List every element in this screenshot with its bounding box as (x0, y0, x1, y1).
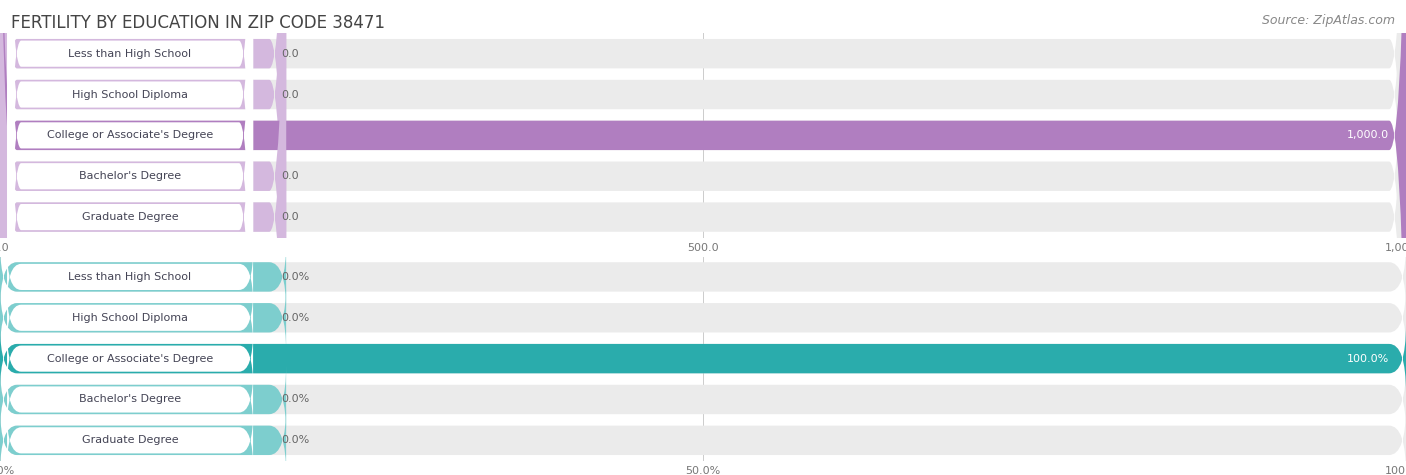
Text: High School Diploma: High School Diploma (72, 89, 188, 100)
Text: College or Associate's Degree: College or Associate's Degree (46, 353, 214, 364)
FancyBboxPatch shape (0, 365, 287, 434)
Text: 100.0%: 100.0% (1347, 353, 1389, 364)
Text: 0.0: 0.0 (281, 171, 299, 181)
FancyBboxPatch shape (7, 0, 253, 475)
FancyBboxPatch shape (7, 0, 253, 475)
FancyBboxPatch shape (0, 365, 1406, 434)
FancyBboxPatch shape (7, 0, 253, 475)
FancyBboxPatch shape (7, 290, 253, 345)
FancyBboxPatch shape (7, 0, 253, 475)
FancyBboxPatch shape (0, 243, 287, 311)
Text: Bachelor's Degree: Bachelor's Degree (79, 171, 181, 181)
Text: Less than High School: Less than High School (69, 48, 191, 59)
FancyBboxPatch shape (0, 0, 287, 475)
FancyBboxPatch shape (0, 0, 287, 475)
FancyBboxPatch shape (7, 331, 253, 386)
Text: Bachelor's Degree: Bachelor's Degree (79, 394, 181, 405)
FancyBboxPatch shape (0, 284, 287, 352)
FancyBboxPatch shape (7, 249, 253, 304)
FancyBboxPatch shape (0, 284, 1406, 352)
Text: 0.0%: 0.0% (281, 313, 309, 323)
Text: Graduate Degree: Graduate Degree (82, 212, 179, 222)
FancyBboxPatch shape (0, 0, 287, 475)
FancyBboxPatch shape (0, 324, 1406, 393)
Text: 0.0: 0.0 (281, 212, 299, 222)
Text: 0.0%: 0.0% (281, 435, 309, 446)
Text: Less than High School: Less than High School (69, 272, 191, 282)
Text: 0.0: 0.0 (281, 89, 299, 100)
FancyBboxPatch shape (0, 406, 1406, 475)
Text: College or Associate's Degree: College or Associate's Degree (46, 130, 214, 141)
FancyBboxPatch shape (0, 324, 1406, 393)
Text: 0.0%: 0.0% (281, 272, 309, 282)
Text: High School Diploma: High School Diploma (72, 313, 188, 323)
FancyBboxPatch shape (7, 0, 253, 449)
FancyBboxPatch shape (0, 406, 287, 475)
Text: 0.0%: 0.0% (281, 394, 309, 405)
Text: Source: ZipAtlas.com: Source: ZipAtlas.com (1261, 14, 1395, 27)
FancyBboxPatch shape (0, 243, 1406, 311)
FancyBboxPatch shape (7, 372, 253, 427)
Text: FERTILITY BY EDUCATION IN ZIP CODE 38471: FERTILITY BY EDUCATION IN ZIP CODE 38471 (11, 14, 385, 32)
Text: Graduate Degree: Graduate Degree (82, 435, 179, 446)
FancyBboxPatch shape (0, 0, 287, 475)
Text: 0.0: 0.0 (281, 48, 299, 59)
FancyBboxPatch shape (7, 413, 253, 468)
Text: 1,000.0: 1,000.0 (1347, 130, 1389, 141)
